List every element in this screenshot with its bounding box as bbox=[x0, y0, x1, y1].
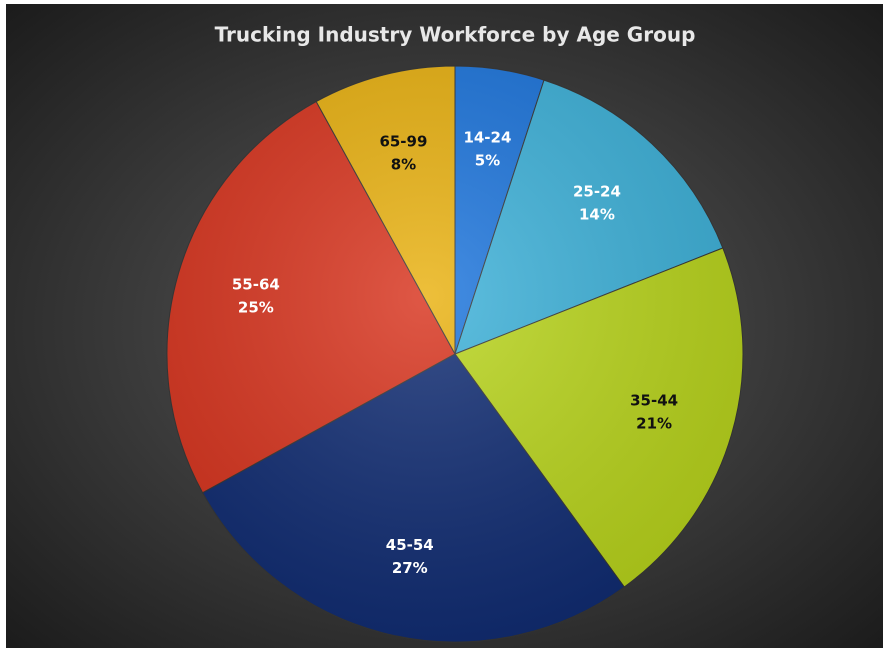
slice-category-label: 25-24 bbox=[573, 182, 621, 200]
slice-category-label: 55-64 bbox=[232, 276, 280, 294]
slice-category-label: 14-24 bbox=[463, 129, 511, 147]
slice-value-label: 14% bbox=[579, 205, 615, 223]
slice-value-label: 25% bbox=[238, 299, 274, 317]
chart-title: Trucking Industry Workforce by Age Group bbox=[215, 23, 696, 47]
slice-value-label: 27% bbox=[392, 559, 428, 577]
slice-category-label: 35-44 bbox=[630, 391, 678, 409]
slice-value-label: 21% bbox=[636, 414, 672, 432]
slice-category-label: 65-99 bbox=[379, 133, 427, 151]
slice-category-label: 45-54 bbox=[386, 536, 434, 554]
slice-value-label: 5% bbox=[475, 152, 500, 170]
slice-value-label: 8% bbox=[391, 156, 416, 174]
